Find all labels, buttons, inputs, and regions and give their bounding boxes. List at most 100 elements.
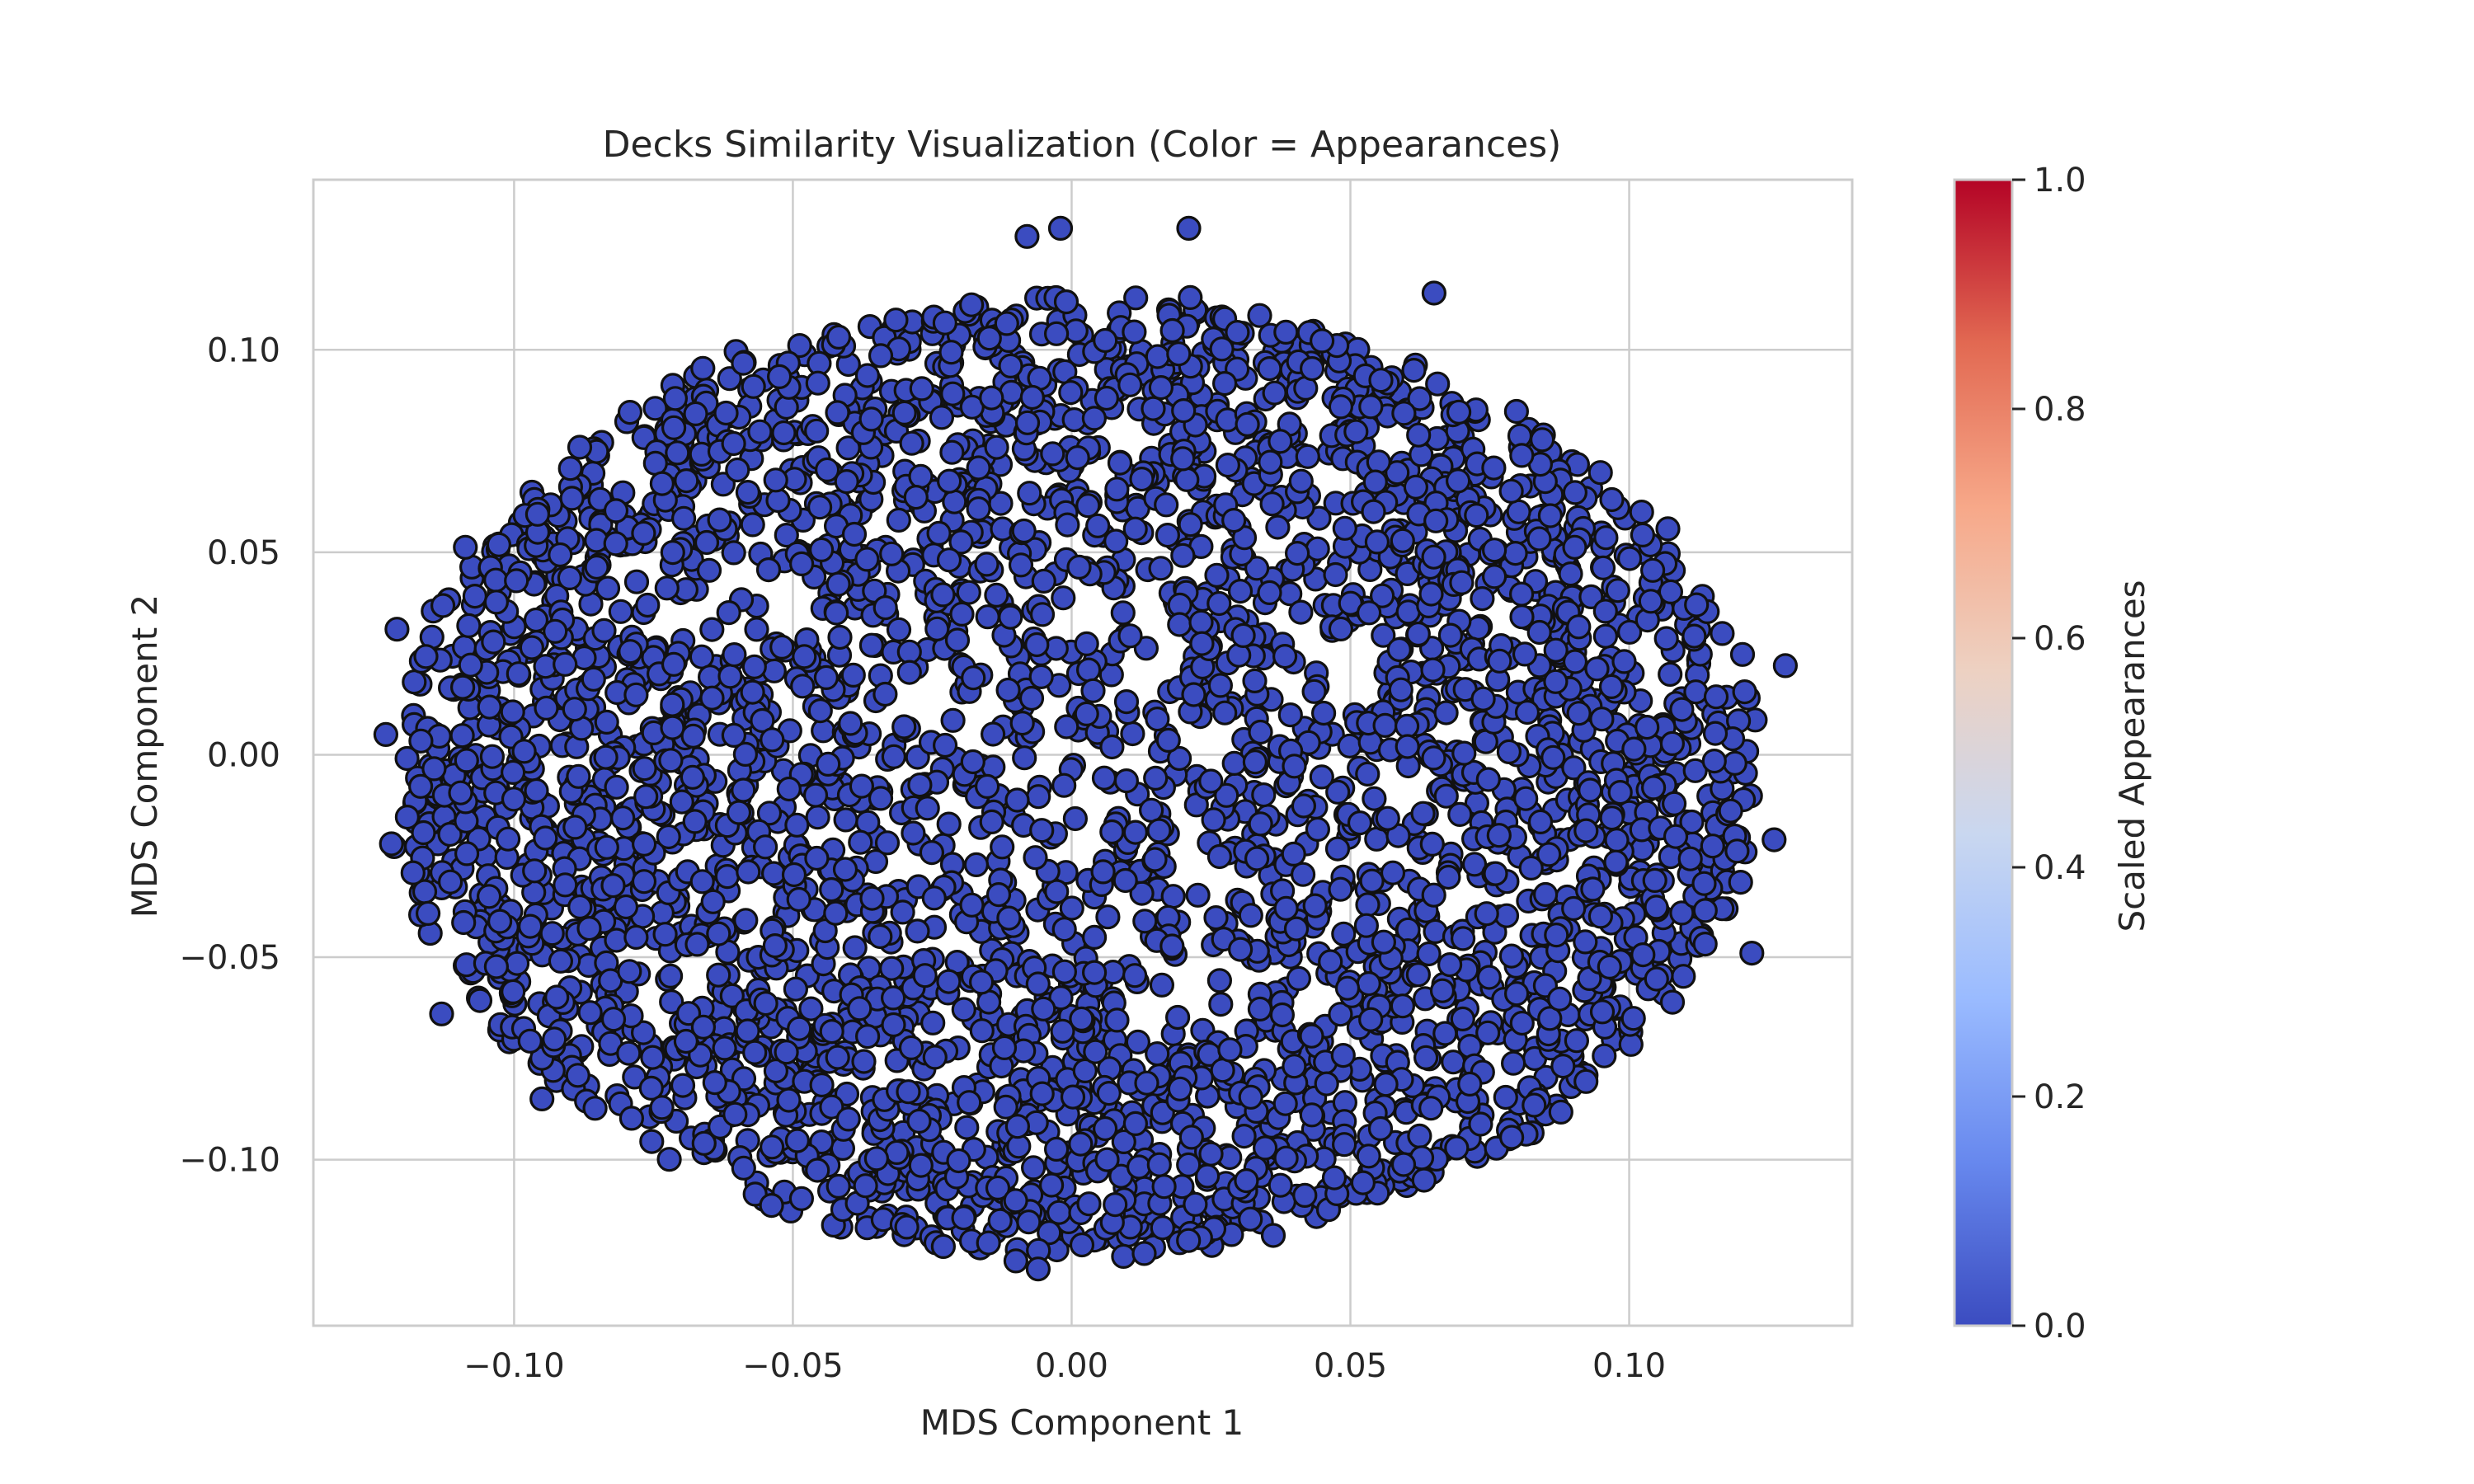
scatter-point <box>1133 636 1159 661</box>
scatter-point <box>1611 649 1637 674</box>
scatter-point <box>1410 801 1436 826</box>
scatter-point <box>922 1045 948 1070</box>
scatter-point <box>1640 775 1667 801</box>
scatter-point <box>487 909 513 934</box>
scatter-point <box>712 1036 737 1061</box>
scatter-point <box>940 381 966 406</box>
scatter-point <box>1234 1167 1259 1194</box>
scatter-point <box>713 400 739 426</box>
scatter-point <box>1252 1135 1278 1161</box>
scatter-point <box>1547 986 1573 1012</box>
scatter-point <box>1258 449 1283 475</box>
scatter-point <box>1446 399 1472 425</box>
scatter-point <box>753 990 778 1017</box>
scatter-point <box>1295 444 1320 469</box>
scatter-point <box>581 666 606 692</box>
scatter-point <box>976 1230 1001 1256</box>
scatter-point <box>379 831 404 857</box>
scatter-point <box>522 858 548 884</box>
scatter-point <box>1406 422 1432 448</box>
scatter-point <box>1093 327 1118 354</box>
scatter-point <box>1174 467 1200 492</box>
scatter-point <box>756 801 783 826</box>
scatter-point <box>1367 1115 1394 1142</box>
scatter-point <box>1076 1191 1102 1217</box>
scatter-point <box>835 1106 861 1132</box>
scatter-point <box>1282 1054 1307 1079</box>
scatter-point <box>1159 933 1185 959</box>
scatter-point <box>1481 538 1507 563</box>
scatter-point <box>1132 909 1158 934</box>
scatter-point <box>1385 460 1410 486</box>
scatter-point <box>975 604 1000 630</box>
scatter-point <box>504 951 530 976</box>
colorbar-tick-label: 0.2 <box>2034 1078 2086 1116</box>
scatter-point <box>1661 791 1687 816</box>
scatter-point <box>903 484 929 510</box>
scatter-point <box>721 430 746 457</box>
scatter-point <box>1432 1021 1458 1046</box>
scatter-point <box>995 677 1021 703</box>
scatter-point <box>1386 636 1412 663</box>
scatter-point <box>429 1001 454 1026</box>
scatter-point <box>1014 223 1040 249</box>
scatter-point <box>1167 1076 1193 1101</box>
scatter-point <box>593 744 618 770</box>
scatter-point <box>886 617 912 642</box>
scatter-point <box>912 963 938 989</box>
scatter-point <box>553 651 578 677</box>
scatter-point <box>517 1028 543 1054</box>
scatter-point <box>1532 881 1559 908</box>
scatter-point <box>963 852 990 878</box>
scatter-point <box>1008 552 1034 578</box>
scatter-point <box>1644 966 1669 992</box>
scatter-point <box>784 812 810 838</box>
scatter-point <box>872 681 898 707</box>
scatter-point <box>1580 876 1606 902</box>
scatter-point <box>1238 1084 1263 1110</box>
scatter-point <box>1048 985 1074 1011</box>
scatter-point <box>1362 469 1388 495</box>
scatter-point <box>476 884 502 909</box>
scatter-point <box>763 1058 789 1084</box>
scatter-point <box>680 723 706 749</box>
scatter-point <box>1474 901 1499 927</box>
scatter-point <box>1518 855 1544 881</box>
scatter-point <box>1449 570 1475 595</box>
scatter-point <box>500 699 525 725</box>
scatter-point <box>1401 358 1427 383</box>
scatter-point <box>790 674 816 699</box>
scatter-point <box>1210 1058 1235 1083</box>
scatter-point <box>1075 657 1102 683</box>
scatter-point <box>1003 1248 1029 1274</box>
scatter-point <box>1107 450 1133 476</box>
scatter-point <box>1113 768 1140 794</box>
scatter-point <box>1248 811 1273 837</box>
scatter-point <box>838 711 863 736</box>
scatter-point <box>908 463 934 490</box>
scatter-point <box>1059 895 1084 921</box>
scatter-point <box>553 872 578 898</box>
scatter-point <box>1075 493 1101 519</box>
scatter-point <box>891 714 917 740</box>
scatter-point <box>1395 734 1420 759</box>
scatter-point <box>1198 1141 1224 1167</box>
scatter-point <box>706 921 731 946</box>
scatter-point <box>804 418 830 444</box>
scatter-point <box>1299 1023 1324 1049</box>
scatter-point <box>832 857 858 882</box>
scatter-point <box>1658 661 1683 688</box>
scatter-point <box>1060 1084 1086 1110</box>
x-axis-label: MDS Component 1 <box>920 1402 1244 1443</box>
scatter-point <box>638 1075 664 1101</box>
scatter-point <box>1514 699 1540 726</box>
scatter-point <box>868 343 894 369</box>
scatter-point <box>1309 328 1335 354</box>
scatter-point <box>1171 398 1197 424</box>
scatter-point <box>1701 748 1727 774</box>
scatter-point <box>1447 801 1473 828</box>
scatter-point <box>660 539 685 566</box>
scatter-point <box>825 1173 851 1200</box>
scatter-point <box>736 859 761 885</box>
scatter-point <box>1031 568 1056 594</box>
